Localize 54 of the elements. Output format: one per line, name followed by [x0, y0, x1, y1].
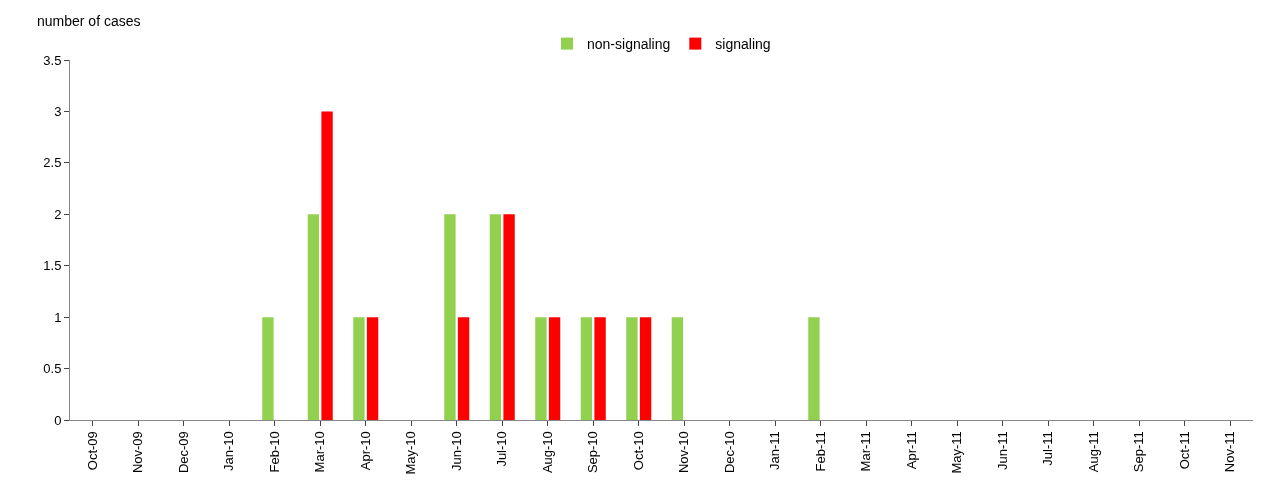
bar: [548, 317, 561, 420]
x-tick-label: Oct-09: [84, 431, 100, 471]
x-tick-label: May-11: [949, 431, 965, 474]
x-tick-label: Jan-11: [767, 431, 783, 470]
bar: [626, 317, 638, 420]
bar: [671, 317, 684, 420]
y-tick-label: 2.5: [43, 155, 62, 171]
x-tick-label: Mar-10: [312, 431, 328, 473]
x-tick-label: Nov-10: [676, 431, 692, 474]
x-tick-label: Jul-10: [494, 431, 510, 467]
legend-label: non-signaling: [587, 36, 671, 53]
bar: [580, 317, 593, 420]
y-tick-label: 0.5: [43, 361, 62, 377]
bar: [307, 214, 320, 420]
bar: [366, 317, 379, 420]
y-tick-label: 1.5: [43, 258, 62, 274]
bar: [639, 317, 652, 420]
x-tick-label: Jan-10: [221, 431, 237, 471]
bar: [457, 317, 470, 420]
y-axis-title: number of cases: [37, 13, 141, 29]
x-tick-label: Sep-10: [585, 431, 601, 474]
bar: [262, 317, 274, 420]
y-tick-label: 0: [54, 412, 62, 428]
x-tick-label: May-10: [403, 431, 419, 475]
x-tick-label: Nov-09: [130, 431, 146, 474]
x-tick-label: Aug-10: [539, 431, 555, 474]
x-tick-label: Aug-11: [1085, 431, 1101, 473]
y-tick-label: 3.5: [43, 52, 62, 68]
x-tick-label: Nov-11: [1222, 431, 1238, 473]
bar: [808, 317, 820, 420]
x-tick-label: Oct-10: [630, 431, 646, 471]
y-tick-label: 3: [54, 103, 62, 119]
bar: [489, 214, 502, 420]
y-tick-label: 1: [54, 309, 62, 325]
bar: [535, 317, 547, 420]
bar: [321, 111, 333, 420]
legend-label: signaling: [715, 36, 771, 53]
x-tick-label: Jun-10: [448, 431, 464, 471]
x-tick-label: Feb-11: [812, 431, 828, 472]
bar: [444, 214, 456, 420]
x-tick-label: Mar-11: [858, 431, 874, 472]
y-tick-label: 2: [54, 206, 62, 222]
x-tick-label: Sep-11: [1131, 431, 1147, 473]
x-tick-label: Apr-11: [903, 431, 919, 470]
bar: [353, 317, 365, 420]
x-tick-label: Jul-11: [1040, 431, 1056, 466]
x-tick-label: Dec-10: [721, 431, 737, 474]
x-tick-label: Dec-09: [175, 431, 191, 474]
x-tick-label: Feb-10: [266, 431, 282, 473]
x-tick-label: Oct-11: [1176, 431, 1192, 470]
bar: [594, 317, 606, 420]
x-tick-label: Apr-10: [357, 431, 373, 471]
x-tick-label: Jun-11: [994, 431, 1010, 470]
bar: [503, 214, 515, 420]
